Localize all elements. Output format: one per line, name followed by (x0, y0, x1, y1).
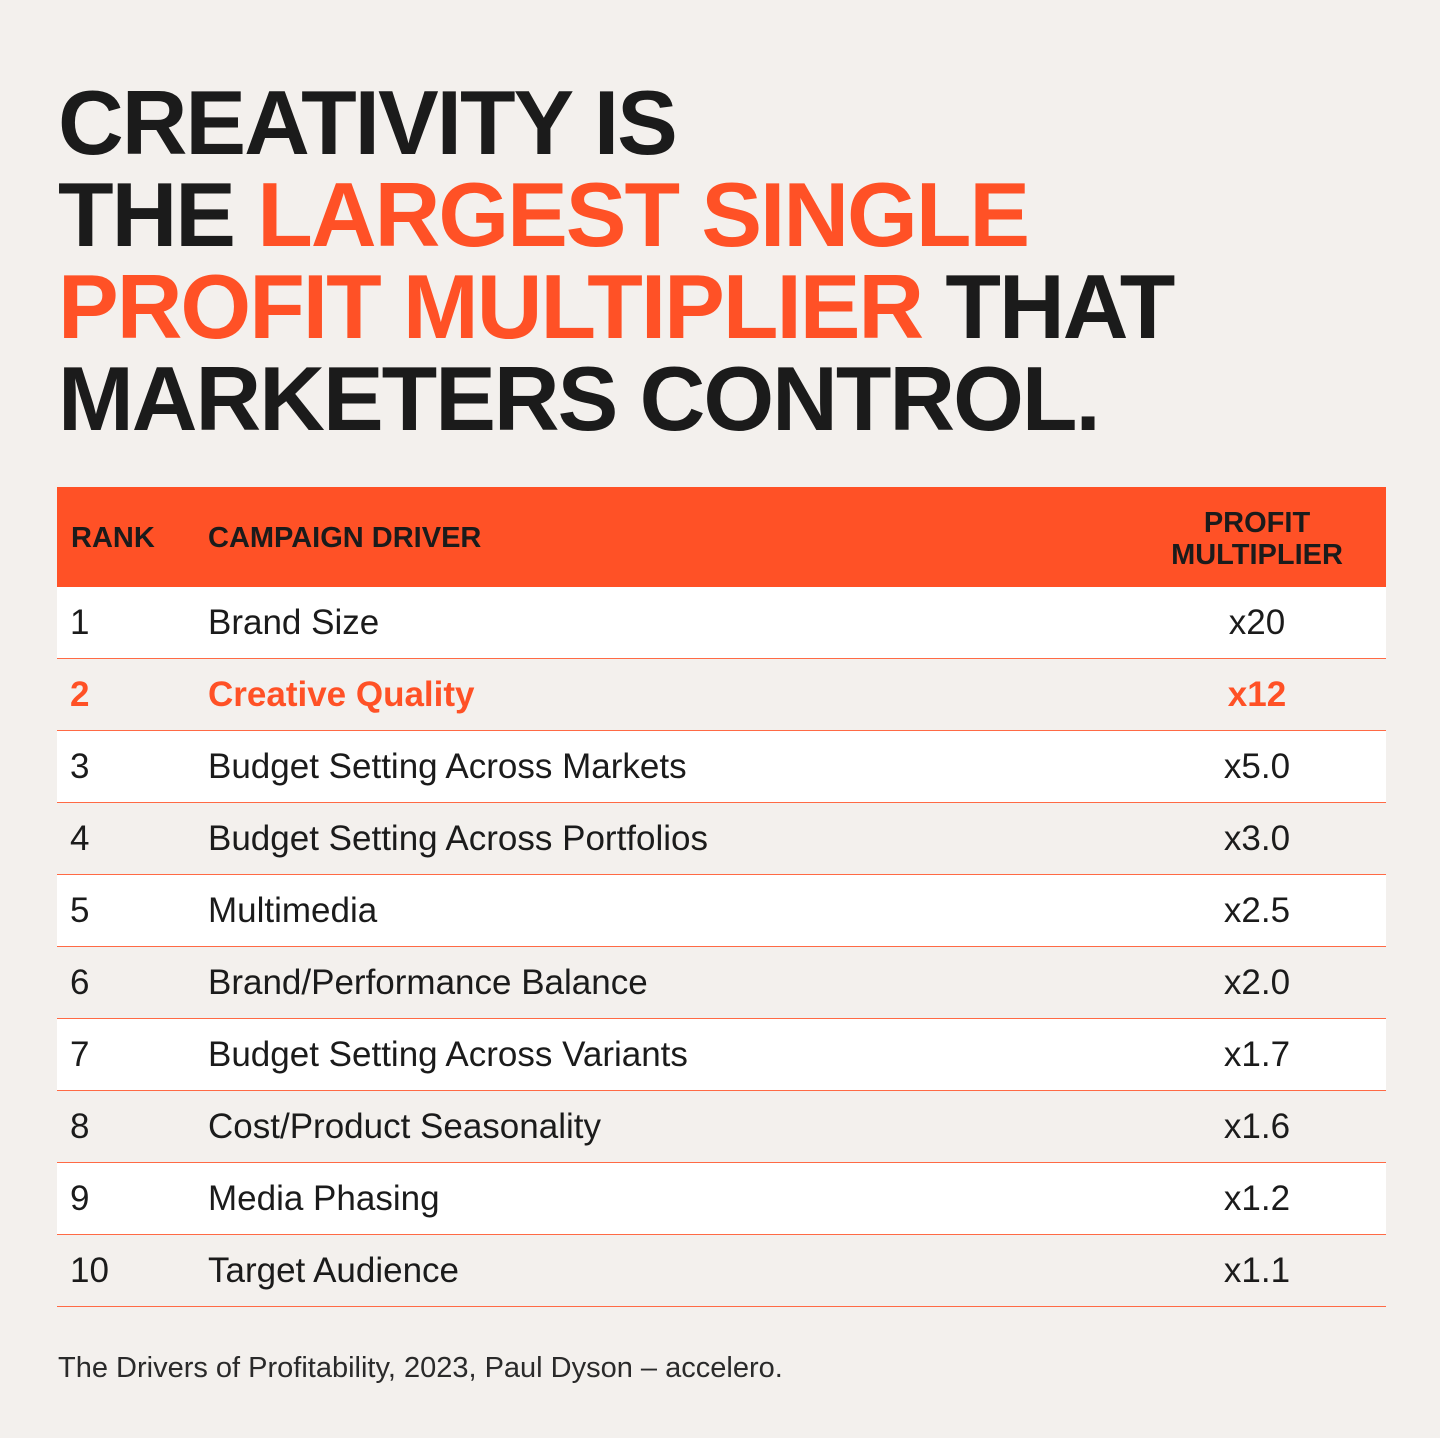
rank-cell: 9 (70, 1179, 90, 1218)
rank-cell: 1 (70, 603, 90, 642)
rank-cell: 10 (70, 1251, 109, 1290)
headline-highlight-profit-multiplier: PROFIT MULTIPLIER (58, 257, 924, 358)
column-header-profit-multiplier-line-1: PROFIT (1203, 507, 1311, 539)
headline-line-3-suffix: THAT (922, 257, 1175, 358)
column-header-profit-multiplier-line-2: MULTIPLIER (1171, 539, 1343, 571)
campaign-driver-cell: Media Phasing (208, 1179, 440, 1218)
headline-line-3: PROFIT MULTIPLIER THAT (58, 262, 1398, 354)
headline-line-2: THE LARGEST SINGLE (58, 170, 1398, 262)
rank-cell: 7 (70, 1035, 90, 1074)
profit-multiplier-cell: x1.6 (1223, 1107, 1291, 1146)
profit-multiplier-cell: x3.0 (1223, 819, 1291, 858)
campaign-driver-cell: Brand/Performance Balance (208, 963, 648, 1002)
table-row: 1 Brand Size x20 (57, 587, 1386, 659)
headline-highlight-largest-single: LARGEST SINGLE (257, 165, 1030, 266)
drivers-table: RANK CAMPAIGN DRIVER PROFIT MULTIPLIER 1… (57, 487, 1386, 1307)
headline: CREATIVITY IS THE LARGEST SINGLE PROFIT … (58, 78, 1398, 446)
profit-multiplier-cell: x1.1 (1223, 1251, 1291, 1290)
table-body: 1 Brand Size x20 2 Creative Quality x12 3 Budge… (57, 587, 1386, 1307)
source-citation: The Drivers of Profitability, 2023, Paul… (58, 1352, 783, 1384)
campaign-driver-cell: Budget Setting Across Variants (208, 1035, 688, 1074)
table-row: 9 Media Phasing x1.2 (57, 1163, 1386, 1235)
rank-cell: 4 (70, 819, 90, 858)
profit-multiplier-cell: x1.2 (1223, 1179, 1291, 1218)
campaign-driver-cell: Budget Setting Across Markets (208, 747, 687, 786)
column-header-rank: RANK (71, 522, 155, 554)
rank-cell: 2 (70, 675, 90, 714)
profit-multiplier-cell: x2.0 (1223, 963, 1291, 1002)
headline-line-2-prefix: THE (58, 165, 258, 266)
headline-line-1-text: CREATIVITY IS (58, 73, 678, 174)
profit-multiplier-cell: x20 (1228, 603, 1286, 642)
table-row: 8 Cost/Product Seasonality x1.6 (57, 1091, 1386, 1163)
campaign-driver-cell: Cost/Product Seasonality (208, 1107, 601, 1146)
table-header: RANK CAMPAIGN DRIVER PROFIT MULTIPLIER (57, 487, 1386, 587)
campaign-driver-cell: Multimedia (208, 891, 378, 930)
column-header-campaign-driver: CAMPAIGN DRIVER (208, 522, 482, 554)
table-row: 7 Budget Setting Across Variants x1.7 (57, 1019, 1386, 1091)
table-row: 6 Brand/Performance Balance x2.0 (57, 947, 1386, 1019)
headline-line-4-text: MARKETERS CONTROL. (58, 349, 1101, 450)
table-row: 2 Creative Quality x12 (57, 659, 1386, 731)
profit-multiplier-cell: x12 (1227, 675, 1287, 714)
profit-multiplier-cell: x5.0 (1223, 747, 1291, 786)
rank-cell: 8 (70, 1107, 90, 1146)
headline-line-4: MARKETERS CONTROL. (58, 354, 1398, 446)
table-row: 5 Multimedia x2.5 (57, 875, 1386, 947)
table-row: 3 Budget Setting Across Markets x5.0 (57, 731, 1386, 803)
campaign-driver-cell: Budget Setting Across Portfolios (208, 819, 708, 858)
campaign-driver-cell: Creative Quality (208, 675, 475, 714)
campaign-driver-cell: Brand Size (208, 603, 380, 642)
rank-cell: 6 (70, 963, 90, 1002)
profit-multiplier-cell: x1.7 (1223, 1035, 1291, 1074)
column-header-profit-multiplier: PROFIT MULTIPLIER (1137, 507, 1377, 571)
headline-line-1: CREATIVITY IS (58, 78, 1398, 170)
rank-cell: 5 (70, 891, 90, 930)
table-row: 4 Budget Setting Across Portfolios x3.0 (57, 803, 1386, 875)
campaign-driver-cell: Target Audience (208, 1251, 460, 1290)
profit-multiplier-cell: x2.5 (1223, 891, 1291, 930)
rank-cell: 3 (70, 747, 90, 786)
table-row: 10 Target Audience x1.1 (57, 1235, 1386, 1307)
